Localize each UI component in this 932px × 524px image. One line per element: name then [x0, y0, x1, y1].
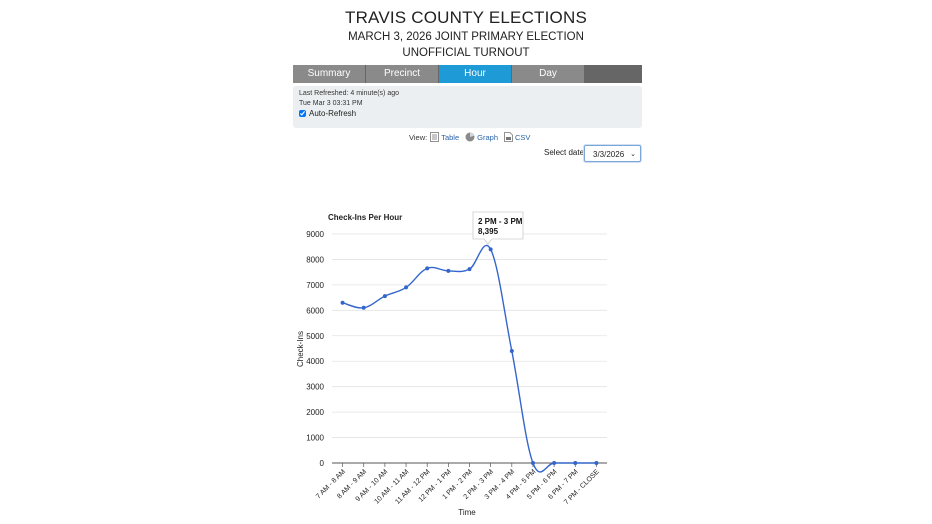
tooltip-title: 2 PM - 3 PM	[478, 217, 523, 226]
data-point[interactable]	[467, 267, 472, 272]
refresh-panel: Last Refreshed: 4 minute(s) ago Tue Mar …	[293, 86, 642, 128]
tab-bar: Summary Precinct Hour Day	[293, 65, 642, 83]
select-date-label: Select date:	[544, 148, 587, 157]
data-point[interactable]	[340, 300, 345, 305]
page-title: TRAVIS COUNTY ELECTIONS	[344, 8, 587, 27]
auto-refresh-checkbox[interactable]	[299, 110, 306, 117]
last-refreshed: Last Refreshed: 4 minute(s) ago	[299, 90, 399, 97]
view-csv-label: CSV	[515, 132, 531, 142]
series-line	[342, 245, 597, 473]
data-point[interactable]	[594, 461, 599, 465]
auto-refresh-label: Auto-Refresh	[309, 109, 357, 118]
data-point[interactable]	[530, 461, 535, 465]
view-csv-link[interactable]: CSV	[501, 132, 530, 142]
x-axis-label: Time	[458, 508, 476, 517]
view-table-link[interactable]: Table	[427, 132, 459, 142]
data-point[interactable]	[488, 247, 493, 252]
tab-summary[interactable]: Summary	[293, 65, 365, 83]
y-tick-label: 2000	[306, 408, 324, 417]
y-axis-label: Check-Ins	[296, 331, 305, 367]
turnout-subtitle: UNOFFICIAL TURNOUT	[402, 47, 530, 59]
y-tick-label: 6000	[306, 306, 324, 315]
election-subtitle: MARCH 3, 2026 JOINT PRIMARY ELECTION	[348, 31, 584, 43]
y-tick-label: 1000	[306, 434, 324, 443]
y-tick-label: 4000	[306, 357, 324, 366]
chart-title: Check-Ins Per Hour	[328, 213, 402, 222]
tooltip-value: 8,395	[478, 227, 499, 236]
tab-precinct[interactable]: Precinct	[366, 65, 438, 83]
table-icon	[430, 132, 440, 142]
graph-icon	[465, 132, 475, 142]
tab-hour[interactable]: Hour	[439, 65, 511, 83]
y-tick-label: 5000	[306, 332, 324, 341]
tooltip: 2 PM - 3 PM 8,395	[472, 211, 524, 245]
data-point[interactable]	[552, 461, 557, 465]
view-graph-link[interactable]: Graph	[462, 132, 498, 142]
view-table-label: Table	[441, 132, 460, 142]
view-switcher: View: Table Graph CSV	[409, 131, 533, 143]
y-tick-label: 3000	[306, 383, 324, 392]
view-graph-label: Graph	[477, 132, 499, 142]
data-point[interactable]	[446, 268, 451, 273]
auto-refresh-toggle[interactable]: Auto-Refresh	[299, 109, 356, 118]
tab-day[interactable]: Day	[512, 65, 584, 83]
data-point[interactable]	[573, 461, 578, 465]
data-point[interactable]	[382, 294, 387, 299]
chevron-down-icon: ⌄	[630, 151, 636, 158]
data-point[interactable]	[425, 266, 430, 271]
view-label: View:	[409, 132, 428, 142]
data-point[interactable]	[404, 285, 409, 290]
date-select-value: 3/3/2026	[593, 150, 625, 159]
y-tick-label: 7000	[306, 281, 324, 290]
date-select[interactable]: 3/3/2026 ⌄	[584, 145, 641, 162]
y-tick-label: 8000	[306, 255, 324, 264]
csv-icon	[504, 132, 513, 142]
y-tick-label: 9000	[306, 230, 324, 239]
data-point[interactable]	[509, 349, 514, 354]
y-tick-label: 0	[320, 459, 325, 468]
refresh-timestamp: Tue Mar 3 03:31 PM	[299, 100, 363, 107]
data-point[interactable]	[361, 305, 366, 310]
